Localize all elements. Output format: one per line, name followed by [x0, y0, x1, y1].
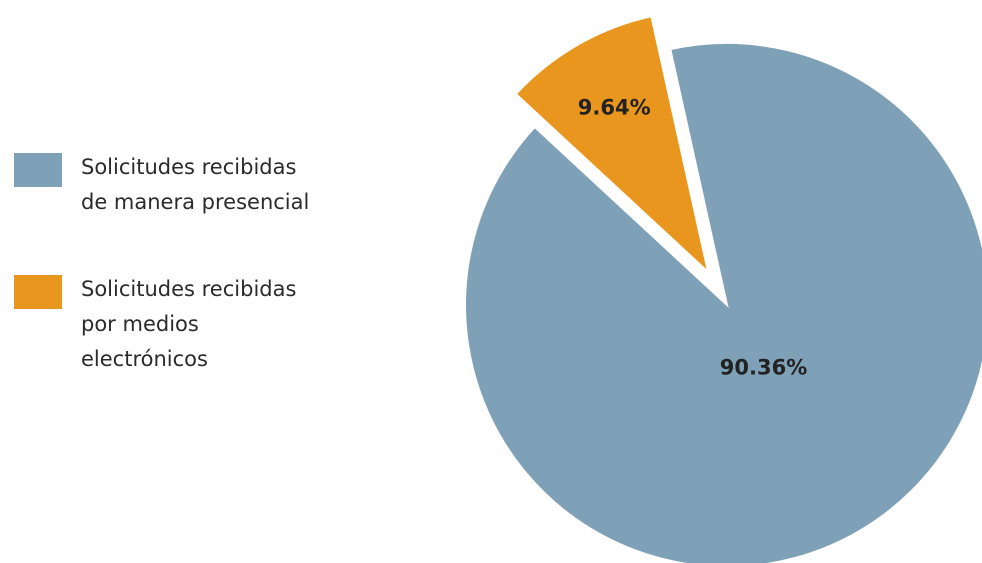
legend-swatch-presencial: [14, 153, 62, 187]
pie-slice-presencial: [464, 42, 982, 563]
legend-item-electronicos: Solicitudes recibidas por medios electró…: [14, 272, 374, 377]
data-label-electronicos: 9.64%: [578, 95, 651, 119]
chart-legend: Solicitudes recibidas de manera presenci…: [14, 150, 374, 377]
legend-item-presencial: Solicitudes recibidas de manera presenci…: [14, 150, 374, 220]
legend-label-presencial: Solicitudes recibidas de manera presenci…: [81, 150, 374, 220]
legend-label-line: de manera presencial: [81, 190, 310, 214]
pie-slices: [464, 15, 982, 563]
legend-label-line: por medios: [81, 312, 199, 336]
legend-label-line: electrónicos: [81, 347, 208, 371]
legend-label-line: Solicitudes recibidas: [81, 277, 297, 301]
legend-swatch-electronicos: [14, 275, 62, 309]
pie-labels: 9.64% 90.36%: [578, 95, 807, 379]
legend-label-electronicos: Solicitudes recibidas por medios electró…: [81, 272, 374, 377]
data-label-presencial: 90.36%: [720, 356, 807, 380]
legend-label-line: Solicitudes recibidas: [81, 155, 297, 179]
pie-slice-electronicos: [514, 15, 710, 275]
